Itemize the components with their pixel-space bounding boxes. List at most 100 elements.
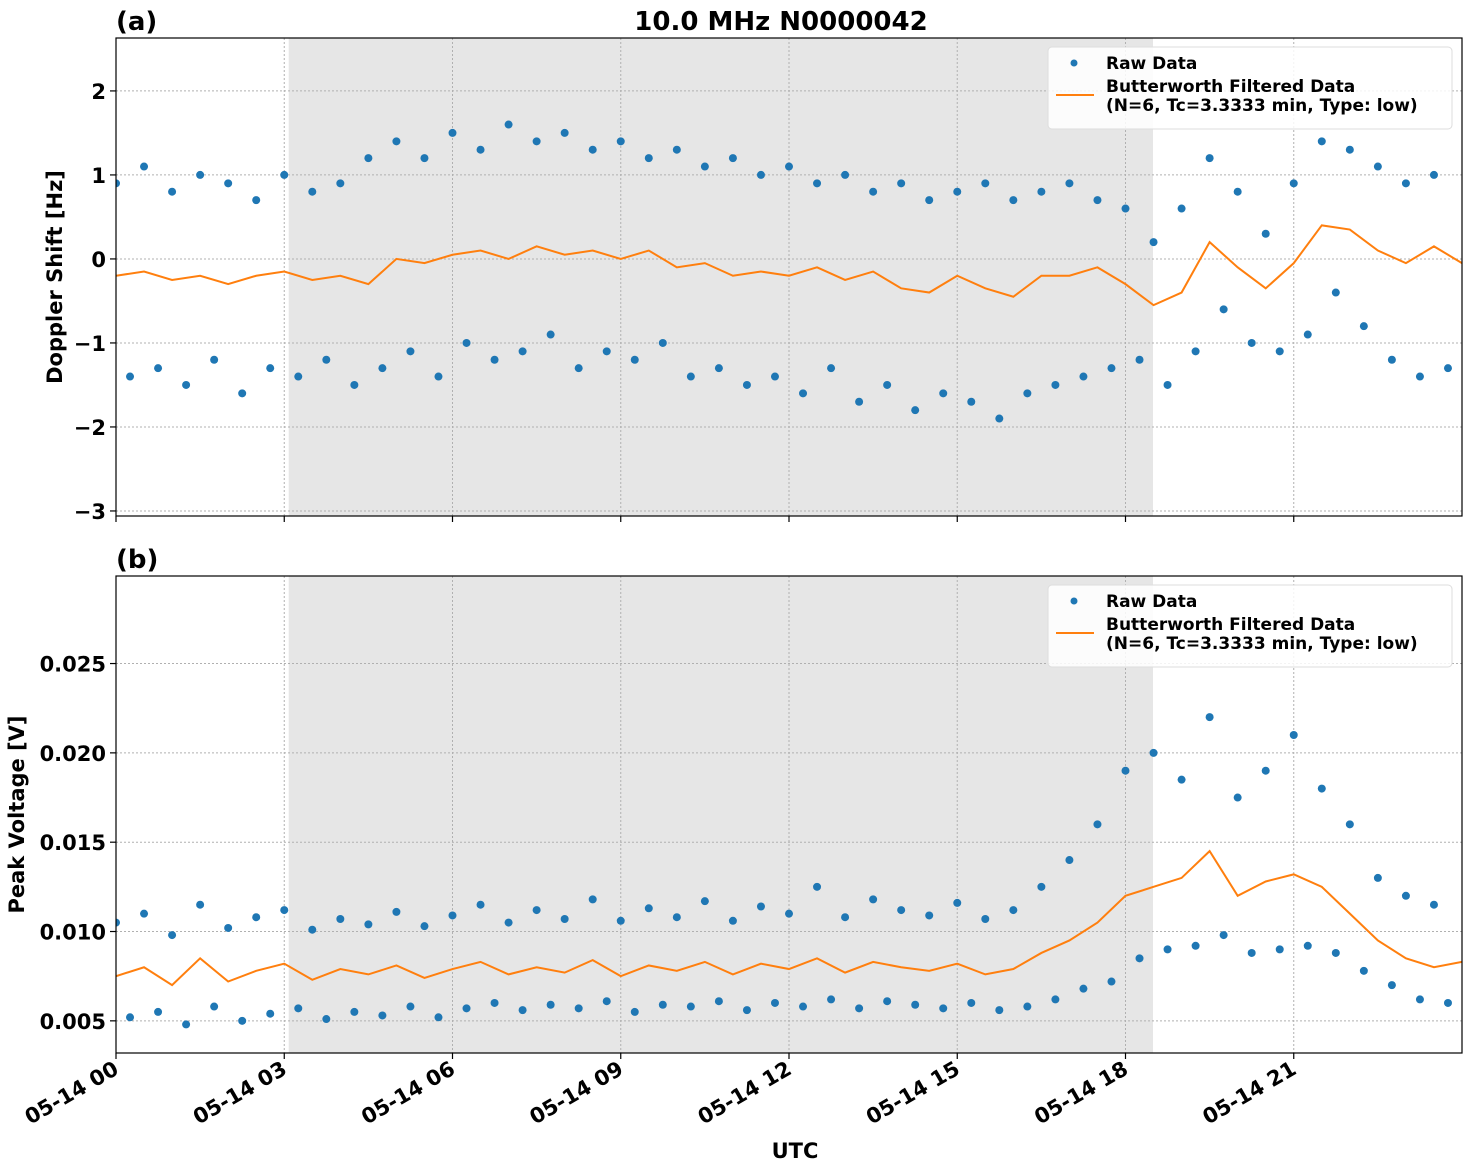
raw-point xyxy=(336,915,345,924)
raw-point xyxy=(238,389,247,398)
raw-point xyxy=(546,1000,555,1009)
raw-point xyxy=(280,170,289,179)
plot-area xyxy=(116,713,1462,1029)
raw-point xyxy=(1009,906,1018,915)
raw-point xyxy=(504,120,513,129)
raw-point xyxy=(855,397,864,406)
raw-point xyxy=(266,1009,275,1018)
raw-point xyxy=(1065,856,1074,865)
legend-label: Butterworth Filtered Data xyxy=(1106,77,1355,97)
raw-point xyxy=(1275,945,1284,954)
axes: 0.005 0.010 0.015 0.020 0.025 05-14 00 05-14 0… xyxy=(5,545,1463,1163)
raw-point xyxy=(1247,338,1256,347)
raw-point xyxy=(392,907,401,916)
raw-point xyxy=(1191,941,1200,950)
raw-point xyxy=(116,918,120,927)
raw-point xyxy=(154,364,163,373)
raw-point xyxy=(140,909,149,918)
raw-point xyxy=(1289,731,1298,739)
raw-point xyxy=(953,898,962,907)
y-tick-label: 0.025 xyxy=(40,653,106,677)
raw-point xyxy=(532,137,541,146)
y-tick-label: 0 xyxy=(91,248,106,272)
raw-point xyxy=(560,128,569,137)
legend: Raw Data Butterworth Filtered Data(N=6, T… xyxy=(1047,46,1453,130)
raw-point xyxy=(462,1004,471,1013)
raw-point xyxy=(1093,196,1102,205)
x-axis-label: UTC xyxy=(772,1139,819,1163)
raw-point xyxy=(518,1006,527,1015)
y-tick-label: 0.020 xyxy=(40,742,106,766)
x-tick-label: 05-14 18 xyxy=(1030,1057,1132,1130)
raw-point xyxy=(1177,204,1186,213)
raw-point xyxy=(1037,187,1046,196)
raw-point xyxy=(1219,931,1228,940)
raw-point xyxy=(1051,380,1060,389)
raw-point xyxy=(1443,998,1452,1007)
legend-label: (N=6, Tc=3.3333 min, Type: low) xyxy=(1106,96,1418,116)
raw-point xyxy=(841,170,850,179)
raw-point xyxy=(392,137,401,146)
raw-point xyxy=(224,179,233,188)
raw-point xyxy=(700,897,709,906)
raw-point xyxy=(658,338,667,347)
raw-point xyxy=(1107,977,1116,986)
filtered-line xyxy=(116,224,1462,307)
raw-point xyxy=(1051,995,1060,1004)
raw-point xyxy=(210,355,219,364)
raw-point xyxy=(1387,355,1396,364)
raw-point xyxy=(630,1007,639,1016)
raw-point xyxy=(448,911,457,920)
raw-point xyxy=(1233,793,1242,802)
raw-point xyxy=(925,196,934,205)
panel-label: (b) xyxy=(116,545,158,575)
raw-point xyxy=(1303,330,1312,339)
axes-frame xyxy=(115,575,1463,1054)
raw-point xyxy=(1177,775,1186,784)
raw-point xyxy=(1037,882,1046,891)
raw-point xyxy=(1345,145,1354,154)
raw-point xyxy=(1401,179,1410,188)
raw-point xyxy=(378,364,387,373)
raw-point xyxy=(995,1006,1004,1015)
raw-point xyxy=(1079,984,1088,993)
raw-point xyxy=(1359,322,1368,331)
raw-point xyxy=(841,913,850,922)
raw-point xyxy=(168,931,177,940)
raw-point xyxy=(855,1004,864,1013)
raw-point xyxy=(1331,288,1340,297)
axes: 2 1 0 −1 −2 −3 (a) 10.0 MHz N0000042 Doppler Shi… xyxy=(43,7,1463,524)
raw-point xyxy=(196,170,205,179)
y-tick-label: 0.015 xyxy=(40,831,106,855)
raw-point xyxy=(546,330,555,339)
raw-point xyxy=(714,997,723,1006)
raw-point xyxy=(322,355,331,364)
raw-point xyxy=(953,187,962,196)
raw-point xyxy=(574,1004,583,1013)
raw-point xyxy=(1149,748,1158,757)
raw-point xyxy=(644,154,653,163)
raw-point xyxy=(1079,372,1088,381)
raw-point xyxy=(911,406,920,415)
raw-point xyxy=(799,1002,808,1011)
raw-point xyxy=(616,916,625,925)
raw-point xyxy=(939,389,948,398)
raw-point xyxy=(126,1013,135,1022)
raw-point xyxy=(518,347,527,356)
raw-point xyxy=(672,145,681,154)
filtered-line xyxy=(116,849,1462,987)
raw-point xyxy=(1121,766,1130,775)
raw-point xyxy=(252,196,261,205)
raw-point xyxy=(182,1020,191,1029)
raw-point xyxy=(1219,305,1228,314)
raw-point xyxy=(1023,1002,1032,1011)
raw-point xyxy=(883,997,892,1006)
raw-point xyxy=(116,179,120,188)
raw-point xyxy=(785,909,793,918)
raw-point xyxy=(1205,713,1214,722)
raw-point xyxy=(1443,364,1452,373)
raw-point xyxy=(1135,954,1144,963)
raw-point xyxy=(462,338,471,347)
raw-point xyxy=(350,380,359,389)
raw-point xyxy=(1205,154,1214,163)
